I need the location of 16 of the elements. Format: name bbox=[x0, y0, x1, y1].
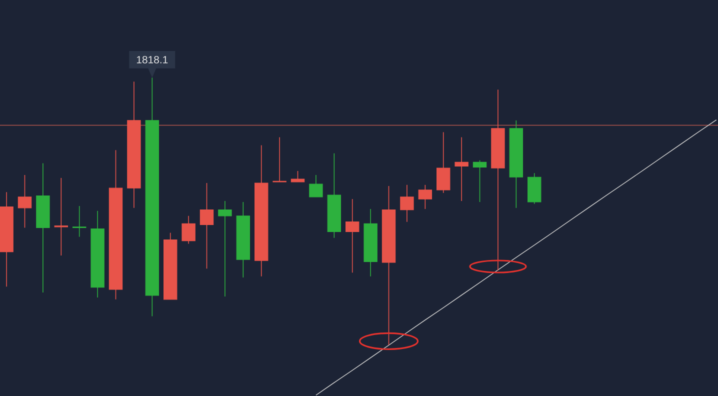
candlestick bbox=[272, 136, 286, 182]
candlestick bbox=[454, 136, 468, 202]
candlestick bbox=[218, 200, 232, 297]
candlestick bbox=[436, 132, 450, 194]
candlestick bbox=[309, 174, 323, 198]
candlestick bbox=[54, 178, 68, 256]
candlestick bbox=[472, 160, 487, 202]
text: 1818.1 bbox=[136, 56, 168, 64]
candlestick bbox=[18, 174, 32, 228]
candlestick bbox=[290, 170, 305, 182]
candlestick bbox=[418, 184, 432, 210]
candlestick bbox=[72, 206, 86, 238]
candlestick bbox=[400, 184, 414, 222]
candlestick bbox=[200, 182, 214, 270]
candlestick bbox=[346, 198, 360, 274]
candlestick bbox=[182, 216, 196, 244]
